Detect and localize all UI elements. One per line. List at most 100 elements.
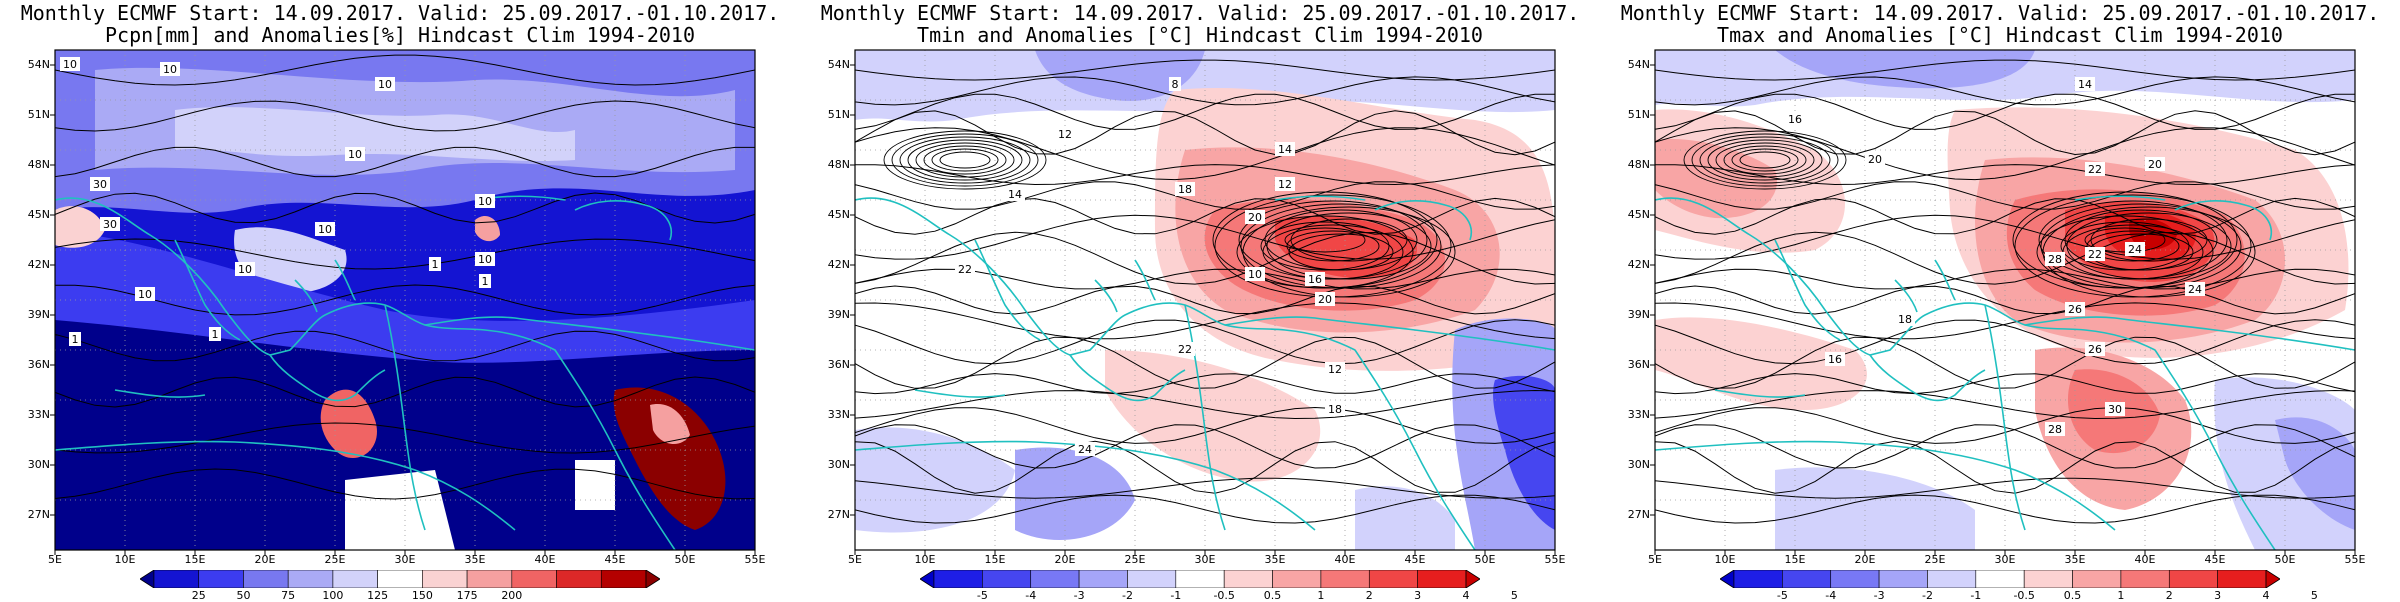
colorbar-tick-label: 50: [236, 589, 251, 602]
contour-line: [855, 440, 1555, 494]
longitude-label: 40E: [534, 553, 556, 566]
colorbar: [920, 570, 1480, 588]
colorbar-tick-label: 0.5: [1263, 589, 1282, 602]
latitude-label: 36N: [1627, 358, 1650, 371]
colorbar-segment: [1320, 570, 1370, 588]
panel-title-line2: Tmax and Anomalies [°C] Hindcast Clim 19…: [1717, 23, 2283, 47]
colorbar-segment: [1720, 570, 1735, 588]
contour-label-bg: [1175, 342, 1195, 356]
coastline: [855, 440, 1316, 531]
longitude-label: 40E: [2134, 553, 2156, 566]
coastline: [269, 354, 386, 402]
colorbar-segment: [1830, 570, 1880, 588]
contour-line: [1290, 218, 1408, 262]
contour-label: 24: [1078, 443, 1092, 456]
contour-label-bg: [475, 194, 495, 208]
colorbar-tick-label: 75: [281, 589, 296, 602]
colorbar: [140, 570, 660, 588]
contour-label: 28: [2048, 253, 2062, 266]
contour-label: 1: [72, 333, 79, 346]
colorbar-tick-label: 1: [2117, 589, 2125, 602]
contour-label: 24: [2188, 283, 2202, 296]
longitude-label: 25E: [1924, 553, 1946, 566]
anomaly-shading-region: [1355, 486, 1455, 550]
contour-line: [55, 376, 755, 408]
longitude-label: 5E: [1648, 553, 1662, 566]
contour-line: [855, 181, 1555, 210]
contour-label-bg: [1245, 267, 1265, 281]
longitude-label: 45E: [604, 553, 626, 566]
colorbar-segment: [243, 570, 289, 588]
colorbar-segment: [140, 570, 155, 588]
colorbar-segment: [1127, 570, 1177, 588]
longitude-label: 15E: [184, 553, 206, 566]
contour-label-bg: [2085, 162, 2105, 176]
contour-line: [1691, 133, 1839, 187]
colorbar-segment: [982, 570, 1032, 588]
colorbar-tick-label: 5: [1510, 589, 1518, 602]
contour-line: [855, 477, 1555, 499]
contour-line: [855, 127, 1555, 181]
contour-line: [855, 110, 1555, 156]
coastline: [114, 389, 206, 398]
contour-line: [855, 59, 1555, 81]
coastline: [384, 304, 426, 531]
coastline: [174, 239, 241, 341]
coastline: [55, 197, 556, 356]
contour-line: [55, 54, 755, 86]
contour-line: [1731, 148, 1799, 172]
contour-label: 22: [2088, 248, 2102, 261]
latitude-label: 39N: [827, 308, 850, 321]
coastline: [2154, 349, 2276, 550]
coastline: [2074, 195, 2166, 201]
colorbar-segment: [1465, 570, 1480, 588]
latitude-label: 39N: [1627, 308, 1650, 321]
latitude-label: 30N: [27, 458, 50, 471]
contour-label-bg: [100, 217, 120, 231]
contour-line: [1715, 142, 1815, 178]
colorbar-segment: [1078, 570, 1128, 588]
contour-line: [1260, 221, 1390, 271]
contour-line: [855, 406, 1555, 444]
contour-line: [55, 238, 755, 270]
contour-label: 26: [2068, 303, 2082, 316]
map-svg: 14 16 20 22 24 28 20 22 26 24 30 28 26 18 16: [1650, 49, 2356, 555]
longitude-label: 5E: [48, 553, 62, 566]
contour-line: [1238, 200, 1428, 280]
contour-line: [855, 214, 1555, 260]
colorbar-tick-label: 150: [411, 589, 433, 602]
colorbar-segment: [1368, 570, 1418, 588]
colorbar-segment: [1272, 570, 1322, 588]
panel-tmin: Monthly ECMWF Start: 14.09.2017. Valid: …: [800, 0, 1600, 602]
longitude-label: 30E: [394, 553, 416, 566]
contour-label-bg: [60, 57, 80, 71]
contour-line: [1655, 477, 2355, 499]
latitude-label: 42N: [827, 258, 850, 271]
colorbar-segment: [2023, 570, 2073, 588]
longitude-label: 25E: [1124, 553, 1146, 566]
contour-label-bg: [1275, 177, 1295, 191]
contour-label: 10: [378, 78, 392, 91]
colorbar-segment: [556, 570, 602, 588]
contour-label: 22: [958, 263, 972, 276]
panel-title-line2: Tmin and Anomalies [°C] Hindcast Clim 19…: [917, 23, 1483, 47]
colorbar-tick-label: 100: [322, 589, 344, 602]
coastline: [574, 200, 672, 241]
contour-label: 12: [1058, 128, 1072, 141]
coastline: [294, 279, 318, 313]
latitude-label: 45N: [1627, 208, 1650, 221]
contour-line: [55, 146, 755, 178]
colorbar-segment: [1782, 570, 1832, 588]
contour-label-bg: [90, 177, 110, 191]
contour-label-bg: [1785, 112, 1805, 126]
contour-label-bg: [375, 77, 395, 91]
panel-title-line1: Monthly ECMWF Start: 14.09.2017. Valid: …: [820, 1, 1580, 25]
colorbar-segment: [1975, 570, 2025, 588]
contour-line: [55, 468, 755, 500]
contour-line: [855, 302, 1555, 340]
colorbar-segment: [1878, 570, 1928, 588]
contour-label-bg: [955, 262, 975, 276]
contour-line: [1683, 130, 1847, 190]
colorbar-tick-label: -3: [1073, 589, 1085, 602]
contour-line: [855, 319, 1555, 365]
